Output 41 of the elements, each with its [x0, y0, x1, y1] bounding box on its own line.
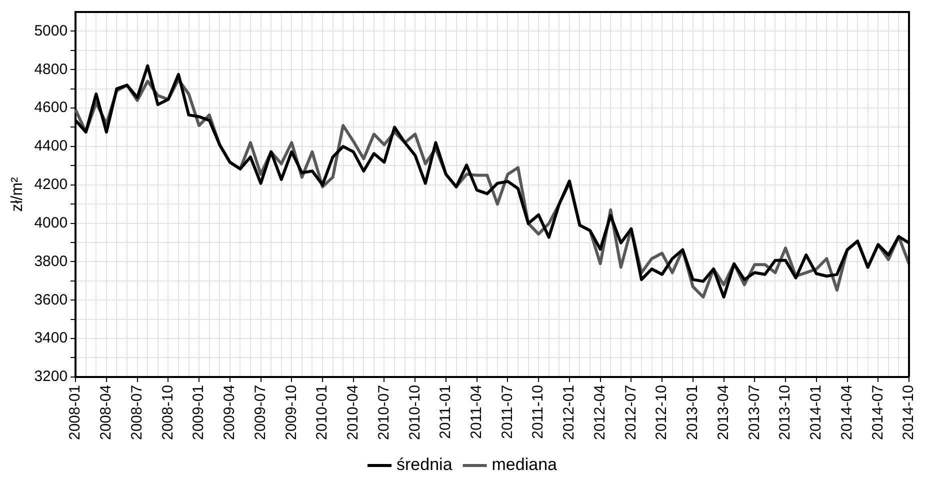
y-tick-label: 3800 [34, 252, 68, 270]
x-tick-label: 2012-01 [560, 384, 578, 440]
x-tick-label: 2013-01 [684, 384, 702, 440]
x-tick-label: 2013-04 [714, 384, 732, 440]
y-tick-label: 4600 [34, 99, 68, 116]
x-tick-label: 2012-04 [591, 384, 608, 440]
legend-label: mediana [492, 455, 558, 474]
y-tick-label: 3600 [34, 291, 68, 308]
x-tick-label: 2010-07 [375, 384, 392, 440]
y-tick-label: 3200 [34, 368, 68, 386]
y-tick-label: 4000 [34, 214, 68, 232]
x-tick-label: 2013-07 [746, 384, 763, 440]
y-tick-label: 4200 [34, 176, 68, 194]
x-tick-label: 2008-04 [98, 384, 115, 440]
x-tick-label: 2009-01 [190, 384, 208, 440]
x-tick-label: 2014-04 [838, 384, 856, 440]
legend-label: średnia [396, 455, 453, 474]
x-tick-label: 2009-04 [221, 384, 238, 440]
x-tick-label: 2010-10 [406, 384, 424, 440]
x-tick-label: 2009-10 [282, 384, 300, 440]
x-tick-label: 2012-07 [622, 384, 640, 440]
x-tick-label: 2008-10 [159, 384, 176, 440]
x-tick-label: 2011-04 [468, 384, 485, 439]
y-axis-title: zł/m² [9, 176, 26, 212]
x-tick-label: 2014-01 [808, 384, 825, 440]
y-tick-label: 3400 [34, 330, 68, 347]
y-tick-label: 5000 [34, 22, 68, 40]
x-tick-label: 2011-07 [498, 384, 516, 439]
y-tick-label: 4800 [34, 60, 68, 78]
x-tick-label: 2012-10 [653, 384, 670, 440]
x-tick-label: 2010-01 [314, 384, 331, 440]
x-tick-label: 2013-10 [776, 384, 794, 440]
x-tick-label: 2008-01 [66, 384, 84, 440]
x-tick-label: 2011-01 [437, 384, 454, 439]
x-tick-label: 2008-07 [128, 384, 146, 440]
x-tick-label: 2010-04 [344, 384, 362, 440]
y-tick-label: 4400 [34, 138, 68, 155]
x-tick-label: 2014-10 [900, 384, 918, 440]
x-tick-label: 2011-10 [530, 384, 547, 439]
x-tick-label: 2014-07 [869, 384, 886, 440]
x-tick-label: 2009-07 [252, 384, 269, 440]
